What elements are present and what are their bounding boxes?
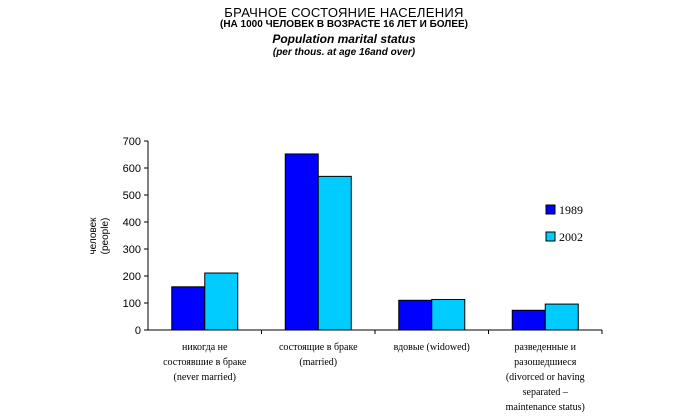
bar-2002 — [544, 303, 579, 331]
y-tick-label: 700 — [123, 136, 141, 148]
legend-swatch-1989 — [545, 204, 556, 215]
bar-1989 — [284, 153, 319, 331]
chart-subtitle-en: (per thous. at age 16and over) — [272, 47, 416, 58]
x-category-label: вдовые (widowed) — [394, 342, 470, 353]
x-category-label: состоящие в браке (married) — [279, 342, 358, 368]
chart-title-ru: БРАЧНОЕ СОСТОЯНИЕ НАСЕЛЕНИЯ — [224, 5, 464, 20]
bar-2002 — [431, 298, 466, 331]
x-category-label-line: (never married) — [174, 372, 236, 383]
x-category-label: разведенные и разошедшиеся (divorced or ha… — [506, 342, 585, 413]
chart-title-en: Population marital status — [272, 32, 416, 46]
x-category-label-line: maintenance status) — [506, 402, 585, 413]
bar-1989 — [171, 286, 206, 331]
legend-label-2002: 2002 — [559, 230, 583, 244]
x-category-label-line: никогда не — [182, 342, 228, 353]
y-tick-label: 100 — [123, 298, 141, 310]
y-tick-label: 600 — [123, 163, 141, 175]
bar-1989 — [511, 309, 546, 331]
x-category-label-line: вдовые (widowed) — [394, 342, 470, 353]
y-tick-label: 300 — [123, 244, 141, 256]
y-tick-label: 500 — [123, 190, 141, 202]
y-tick-label: 400 — [123, 217, 141, 229]
x-category-label-line: (divorced or having — [506, 372, 585, 383]
y-axis-label: человек(people) — [88, 217, 111, 255]
bar-2002 — [317, 175, 352, 331]
y-axis-label-line: (people) — [100, 218, 111, 255]
y-tick-label: 0 — [135, 325, 141, 337]
x-category-label-line: разошедшиеся — [514, 357, 577, 368]
legend-swatch-2002 — [545, 231, 556, 242]
x-category-label-line: состоящие в браке — [279, 342, 358, 353]
x-category-label-line: (married) — [299, 357, 337, 368]
y-axis-label-line: человек — [88, 217, 99, 255]
y-tick-label: 200 — [123, 271, 141, 283]
bar-2002 — [204, 272, 239, 331]
x-category-label-line: состоявшие в браке — [163, 357, 247, 368]
x-category-label-line: разведенные и — [514, 342, 576, 353]
x-category-label: никогда не состоявшие в браке (never marri… — [163, 342, 247, 383]
x-category-label-line: separated – — [523, 387, 569, 398]
chart-subtitle-ru: (НА 1000 ЧЕЛОВЕК В ВОЗРАСТЕ 16 ЛЕТ И БОЛ… — [220, 19, 468, 30]
bar-1989 — [398, 299, 433, 331]
legend-label-1989: 1989 — [559, 203, 583, 217]
